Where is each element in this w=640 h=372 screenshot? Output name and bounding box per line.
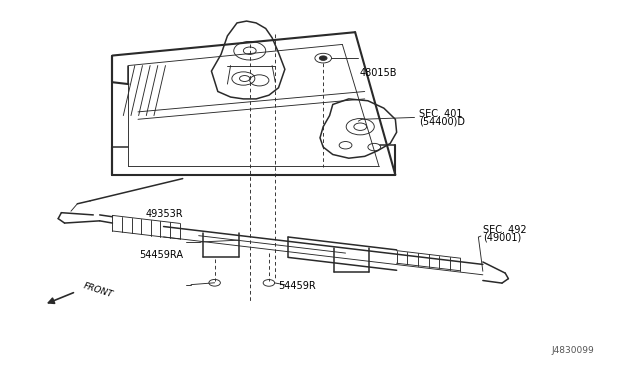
Text: SEC. 401: SEC. 401 [419, 109, 463, 119]
Text: 54459RA: 54459RA [139, 250, 182, 260]
Text: 49353R: 49353R [145, 209, 182, 219]
Circle shape [319, 56, 327, 60]
Text: (54400)D: (54400)D [419, 116, 465, 126]
Text: (49001): (49001) [483, 233, 521, 243]
Text: 48015B: 48015B [360, 68, 397, 78]
Text: FRONT: FRONT [83, 282, 115, 299]
Text: 54459R: 54459R [278, 281, 316, 291]
Text: J4830099: J4830099 [552, 346, 595, 355]
Text: SEC. 492: SEC. 492 [483, 225, 527, 235]
